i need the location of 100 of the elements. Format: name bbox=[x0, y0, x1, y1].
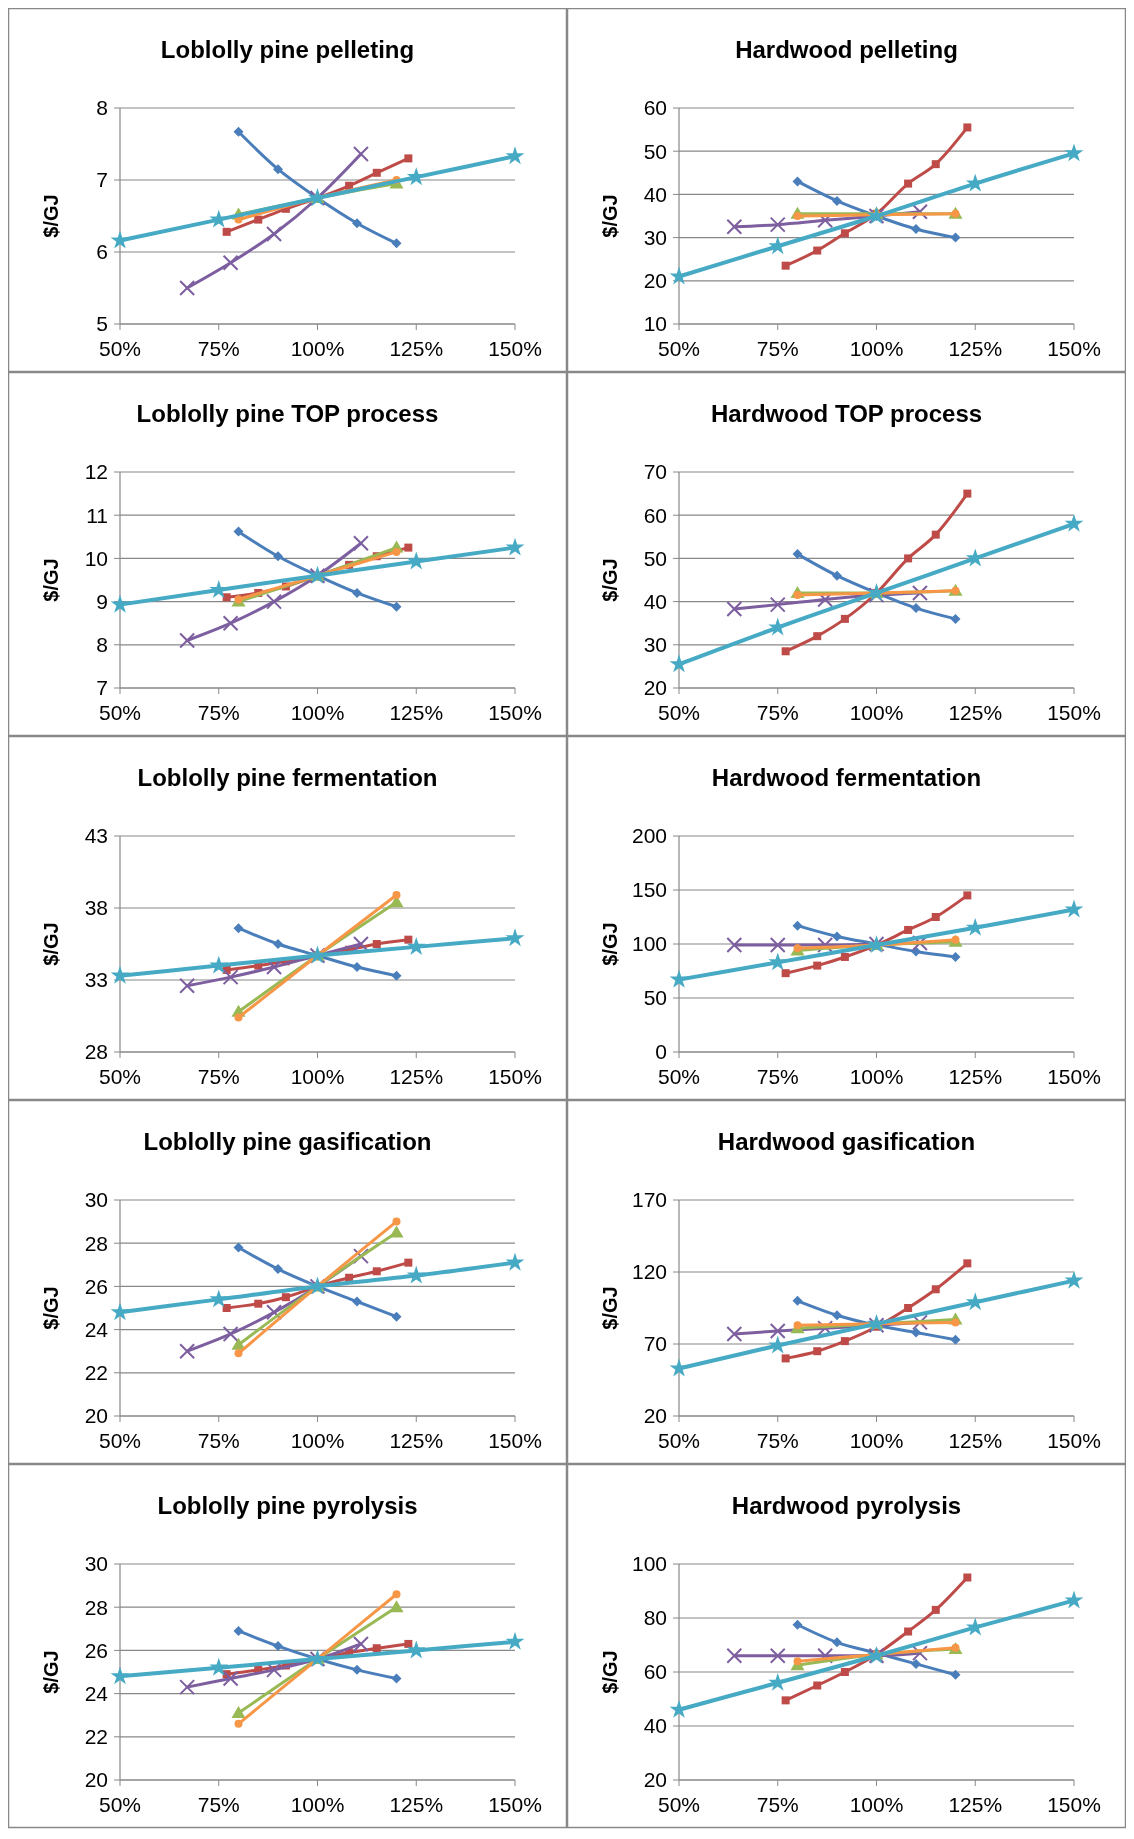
x-tick-label: 125% bbox=[948, 1065, 1003, 1088]
y-axis-title: $/GJ bbox=[599, 1286, 621, 1330]
x-tick-label: 125% bbox=[389, 337, 444, 360]
x-tick-label: 100% bbox=[849, 1065, 904, 1088]
x-tick-label: 50% bbox=[98, 701, 142, 724]
x-tick-label: 50% bbox=[98, 337, 142, 360]
y-tick-label: 40 bbox=[643, 182, 667, 206]
x-tick-label: 150% bbox=[488, 337, 542, 360]
y-tick-label: 20 bbox=[643, 1768, 667, 1792]
y-tick-label: 28 bbox=[84, 1231, 108, 1255]
x-tick-label: 100% bbox=[849, 1793, 904, 1816]
y-tick-label: 6 bbox=[96, 240, 108, 264]
y-tick-label: 60 bbox=[643, 1660, 667, 1684]
y-tick-label: 50 bbox=[643, 986, 667, 1010]
y-tick-label: 28 bbox=[84, 1040, 108, 1064]
chart-title: Hardwood fermentation bbox=[711, 764, 982, 791]
y-axis-title: $/GJ bbox=[599, 194, 621, 238]
y-tick-label: 11 bbox=[86, 503, 108, 527]
y-tick-label: 40 bbox=[643, 1714, 667, 1738]
x-tick-label: 150% bbox=[488, 1065, 542, 1088]
y-tick-label: 100 bbox=[631, 932, 667, 956]
x-tick-label: 100% bbox=[849, 337, 904, 360]
y-axis-title: $/GJ bbox=[40, 194, 62, 238]
chart-title: Loblolly pine pelleting bbox=[160, 36, 415, 63]
x-tick-label: 125% bbox=[948, 1429, 1003, 1452]
x-tick-label: 75% bbox=[756, 1793, 799, 1816]
x-tick-label: 100% bbox=[290, 337, 345, 360]
chart-title: Loblolly pine TOP process bbox=[136, 400, 439, 427]
y-tick-label: 20 bbox=[643, 269, 667, 293]
y-tick-label: 9 bbox=[96, 589, 108, 613]
y-tick-label: 12 bbox=[84, 460, 108, 484]
y-tick-label: 20 bbox=[643, 1404, 667, 1428]
x-tick-label: 150% bbox=[488, 1793, 542, 1816]
y-tick-label: 33 bbox=[84, 968, 108, 992]
y-tick-label: 7 bbox=[96, 676, 108, 700]
y-tick-label: 30 bbox=[643, 225, 667, 249]
y-tick-label: 10 bbox=[643, 312, 667, 336]
x-tick-label: 100% bbox=[290, 1793, 345, 1816]
x-tick-label: 100% bbox=[849, 1429, 904, 1452]
x-tick-label: 150% bbox=[1047, 337, 1101, 360]
x-tick-label: 100% bbox=[849, 701, 904, 724]
y-tick-label: 50 bbox=[643, 139, 667, 163]
x-tick-label: 75% bbox=[197, 337, 240, 360]
x-tick-label: 150% bbox=[1047, 701, 1101, 724]
x-tick-label: 50% bbox=[98, 1065, 142, 1088]
x-tick-label: 150% bbox=[1047, 1065, 1101, 1088]
x-tick-label: 100% bbox=[290, 701, 345, 724]
y-tick-label: 22 bbox=[84, 1361, 108, 1385]
y-tick-label: 100 bbox=[631, 1552, 667, 1576]
chart-title: Hardwood TOP process bbox=[710, 400, 983, 427]
y-axis-title: $/GJ bbox=[40, 558, 62, 602]
y-tick-label: 10 bbox=[84, 546, 108, 570]
y-tick-label: 7 bbox=[96, 168, 108, 192]
x-tick-label: 150% bbox=[488, 701, 542, 724]
y-axis-title: $/GJ bbox=[40, 922, 62, 966]
x-tick-label: 125% bbox=[389, 701, 444, 724]
x-tick-label: 75% bbox=[756, 1065, 799, 1088]
y-axis-title: $/GJ bbox=[599, 922, 621, 966]
x-tick-label: 75% bbox=[756, 337, 799, 360]
y-tick-label: 24 bbox=[84, 1681, 109, 1705]
x-tick-label: 125% bbox=[948, 1793, 1003, 1816]
x-tick-label: 50% bbox=[657, 1065, 701, 1088]
chart-title: Loblolly pine pyrolysis bbox=[157, 1492, 418, 1519]
y-tick-label: 170 bbox=[631, 1188, 667, 1212]
x-tick-label: 75% bbox=[756, 701, 799, 724]
y-tick-label: 60 bbox=[643, 503, 667, 527]
y-tick-label: 20 bbox=[84, 1404, 108, 1428]
x-tick-label: 150% bbox=[488, 1429, 542, 1452]
x-tick-label: 50% bbox=[98, 1793, 142, 1816]
x-tick-label: 50% bbox=[657, 1793, 701, 1816]
x-tick-label: 150% bbox=[1047, 1429, 1101, 1452]
y-axis-title: $/GJ bbox=[40, 1650, 62, 1694]
x-tick-label: 75% bbox=[756, 1429, 799, 1452]
y-tick-label: 38 bbox=[84, 896, 108, 920]
x-tick-label: 50% bbox=[657, 337, 701, 360]
y-tick-label: 150 bbox=[631, 878, 667, 902]
x-tick-label: 125% bbox=[389, 1065, 444, 1088]
y-tick-label: 28 bbox=[84, 1595, 108, 1619]
x-tick-label: 75% bbox=[197, 1065, 240, 1088]
y-tick-label: 40 bbox=[643, 589, 667, 613]
x-tick-label: 75% bbox=[197, 1429, 240, 1452]
y-tick-label: 5 bbox=[96, 312, 108, 336]
y-tick-label: 70 bbox=[643, 460, 667, 484]
y-tick-label: 50 bbox=[643, 546, 667, 570]
x-tick-label: 125% bbox=[948, 337, 1003, 360]
x-tick-label: 100% bbox=[290, 1429, 345, 1452]
x-tick-label: 50% bbox=[98, 1429, 142, 1452]
y-tick-label: 43 bbox=[84, 824, 108, 848]
chart-title: Loblolly pine fermentation bbox=[137, 764, 438, 791]
y-tick-label: 70 bbox=[643, 1332, 667, 1356]
y-tick-label: 80 bbox=[643, 1606, 667, 1630]
x-tick-label: 125% bbox=[948, 701, 1003, 724]
y-axis-title: $/GJ bbox=[599, 558, 621, 602]
chart-title: Hardwood pelleting bbox=[735, 36, 958, 63]
y-tick-label: 30 bbox=[84, 1188, 108, 1212]
y-tick-label: 24 bbox=[84, 1317, 109, 1341]
y-tick-label: 30 bbox=[643, 633, 667, 657]
y-tick-label: 20 bbox=[84, 1768, 108, 1792]
y-tick-label: 30 bbox=[84, 1552, 108, 1576]
y-tick-label: 26 bbox=[84, 1274, 108, 1298]
